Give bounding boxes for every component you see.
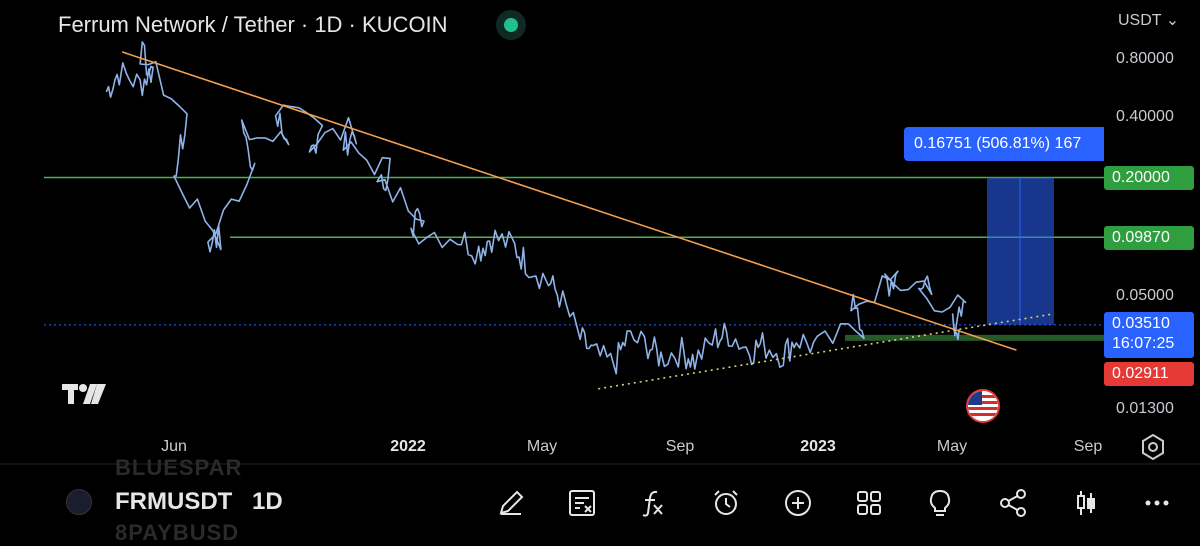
ascending-support-line xyxy=(598,312,1055,390)
lightbulb-icon xyxy=(929,489,951,516)
candles-icon xyxy=(1077,491,1095,515)
plus-circle-icon xyxy=(785,490,811,516)
more-icon xyxy=(1145,500,1169,506)
time-tick: 2023 xyxy=(800,438,836,455)
chevron-down-icon: ⌄ xyxy=(1165,12,1180,29)
bottom-toolbar xyxy=(0,465,1200,540)
price-tick: 0.40000 xyxy=(1116,108,1174,125)
tradingview-logo-icon[interactable] xyxy=(60,380,108,406)
objects-button[interactable] xyxy=(564,485,600,521)
more-button[interactable] xyxy=(1139,485,1175,521)
scroll-hint-symbol: BLUESPAR xyxy=(115,455,243,480)
settings-icon[interactable] xyxy=(1140,434,1166,460)
chart-type-button[interactable] xyxy=(1068,485,1104,521)
support-zone xyxy=(845,334,1104,341)
interval-selector[interactable]: 1D xyxy=(252,488,283,515)
price-tick: 0.01300 xyxy=(1116,400,1174,417)
current-price: 0.03510 xyxy=(1112,315,1170,332)
pen-icon xyxy=(499,490,524,515)
time-tick: Sep xyxy=(665,438,695,455)
share-button[interactable] xyxy=(995,485,1031,521)
price-series-line xyxy=(105,41,967,375)
time-tick: Jun xyxy=(161,438,187,455)
bar-countdown: 16:07:25 xyxy=(1112,335,1175,352)
time-tick: May xyxy=(936,438,968,455)
low-price-tag[interactable]: 0.02911 xyxy=(1104,362,1194,386)
grid-icon xyxy=(857,491,881,515)
indicators-button[interactable] xyxy=(635,485,671,521)
layouts-button[interactable] xyxy=(851,485,887,521)
market-status-icon[interactable] xyxy=(496,10,526,40)
chart-area[interactable] xyxy=(0,0,1200,465)
level-tag-middle[interactable]: 0.09870 xyxy=(1104,226,1194,250)
add-button[interactable] xyxy=(780,485,816,521)
symbol-name[interactable]: FRMUSDT xyxy=(115,488,233,515)
price-tick: 0.05000 xyxy=(1116,287,1174,304)
descending-trendline xyxy=(121,51,1017,351)
scroll-hint-symbol: 8PAYBUSD xyxy=(115,520,240,545)
currency-selector[interactable]: USDT ⌄ xyxy=(1118,10,1179,30)
currency-label: USDT xyxy=(1118,12,1162,29)
function-icon xyxy=(642,490,663,517)
measure-label[interactable]: 0.16751 (506.81%) 167 xyxy=(904,127,1104,161)
time-tick: Sep xyxy=(1073,438,1103,455)
time-tick: 2022 xyxy=(390,438,426,455)
us-flag-event-icon[interactable] xyxy=(966,389,1000,423)
symbol-logo-icon[interactable] xyxy=(66,489,92,515)
share-icon xyxy=(1000,489,1026,517)
alarm-icon xyxy=(714,490,738,515)
price-tick: 0.80000 xyxy=(1116,50,1174,67)
list-remove-icon xyxy=(569,490,595,516)
price-chart[interactable] xyxy=(0,0,1200,465)
draw-button[interactable] xyxy=(493,485,529,521)
ideas-button[interactable] xyxy=(922,485,958,521)
alert-button[interactable] xyxy=(708,485,744,521)
chart-title[interactable]: Ferrum Network / Tether · 1D · KUCOIN xyxy=(58,12,448,37)
time-tick: May xyxy=(526,438,558,455)
level-tag-upper[interactable]: 0.20000 xyxy=(1104,166,1194,190)
current-price-tag[interactable]: 0.03510 16:07:25 xyxy=(1104,312,1194,358)
